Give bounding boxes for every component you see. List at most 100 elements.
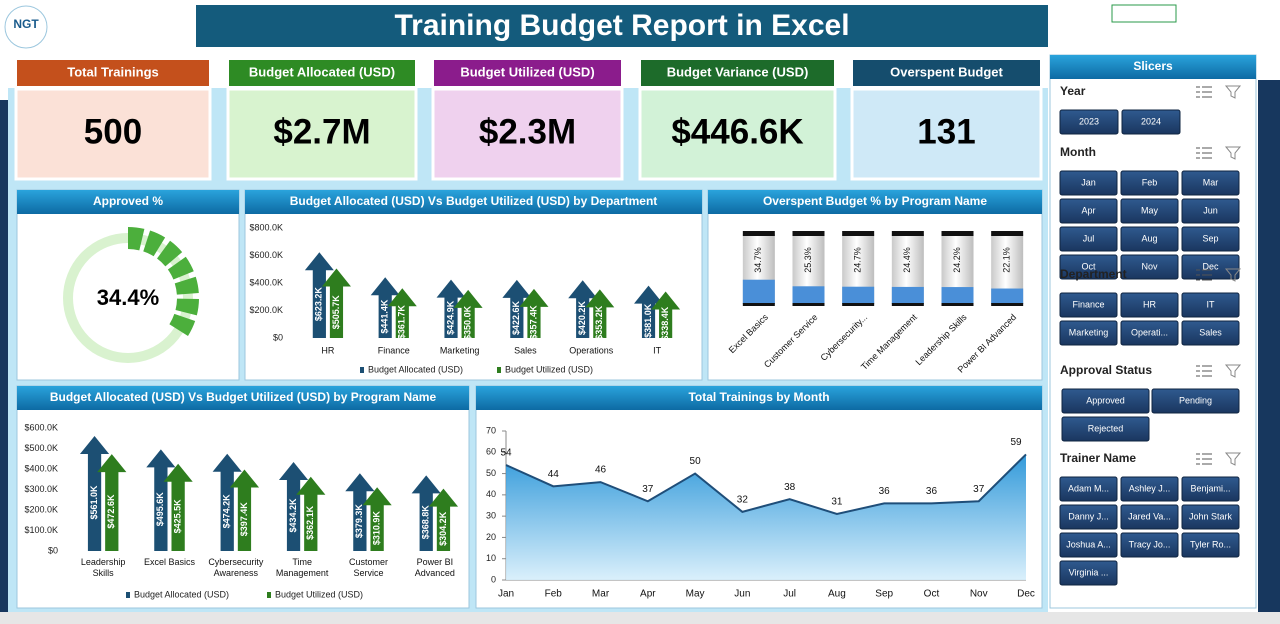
slicer-button-bg[interactable] [1120,254,1179,280]
slicer-button[interactable]: Aug [1120,226,1179,252]
slicer-button-label[interactable]: Marketing [1069,327,1109,337]
slicer-button[interactable]: Oct [1059,254,1118,280]
slicer-button[interactable]: Dec [1181,254,1240,280]
slicer-button-bg[interactable] [1059,560,1118,586]
multi-select-icon[interactable] [1196,147,1212,159]
clear-filter-icon[interactable] [1224,146,1242,160]
slicer-button-bg[interactable] [1059,532,1118,558]
multi-select-icon[interactable] [1196,269,1212,281]
slicer-button[interactable]: 2023 [1059,109,1119,135]
clear-filter-icon[interactable] [1224,85,1242,99]
slicer-button[interactable]: Rejected [1061,416,1150,442]
slicer-button[interactable]: Mar [1181,170,1240,196]
slicer-button-bg[interactable] [1120,170,1179,196]
slicer-button-label[interactable]: Tracy Jo... [1129,539,1171,549]
slicer-button-label[interactable]: Sep [1202,233,1218,243]
slicer-button-bg[interactable] [1181,320,1240,346]
slicer-button-label[interactable]: Aug [1141,233,1157,243]
slicer-button[interactable]: Danny J... [1059,504,1118,530]
clear-filter-icon[interactable] [1224,452,1242,466]
clear-filter-icon[interactable] [1224,268,1242,282]
slicer-button-label[interactable]: HR [1143,299,1156,309]
slicer-button-label[interactable]: Finance [1072,299,1104,309]
slicer-button-bg[interactable] [1120,198,1179,224]
multi-select-icon[interactable] [1196,365,1212,377]
slicer-button[interactable]: Finance [1059,292,1118,318]
slicer-button[interactable]: John Stark [1181,504,1240,530]
clear-filter-icon[interactable] [1224,364,1242,378]
slicer-button-label[interactable]: Jared Va... [1128,511,1171,521]
slicer-button-label[interactable]: Jun [1203,205,1218,215]
slicer-button[interactable]: Jared Va... [1120,504,1179,530]
slicer-button-bg[interactable] [1120,292,1179,318]
slicer-button-label[interactable]: Oct [1081,261,1096,271]
slicer-button-bg[interactable] [1120,476,1179,502]
slicer-button-label[interactable]: Ashley J... [1129,483,1171,493]
slicer-button-label[interactable]: Mar [1203,177,1219,187]
slicer-button-bg[interactable] [1181,476,1240,502]
slicer-button-label[interactable]: Jan [1081,177,1096,187]
multi-select-icon[interactable] [1196,453,1212,465]
slicer-button-bg[interactable] [1059,254,1118,280]
slicer-button[interactable]: Benjami... [1181,476,1240,502]
slicer-button-bg[interactable] [1181,226,1240,252]
slicer-button-bg[interactable] [1059,504,1118,530]
slicer-button-bg[interactable] [1121,109,1181,135]
slicer-button[interactable]: Pending [1151,388,1240,414]
slicer-button-label[interactable]: Jul [1083,233,1095,243]
slicer-button-label[interactable]: Pending [1179,395,1212,405]
slicer-button-label[interactable]: Dec [1202,261,1219,271]
slicer-button-bg[interactable] [1181,254,1240,280]
slicer-button-label[interactable]: Nov [1141,261,1158,271]
slicer-button-bg[interactable] [1181,504,1240,530]
slicer-button-label[interactable]: Adam M... [1068,483,1109,493]
slicer-button-bg[interactable] [1059,198,1118,224]
slicer-button-bg[interactable] [1120,226,1179,252]
slicer-button-label[interactable]: Sales [1199,327,1222,337]
slicer-button-label[interactable]: 2024 [1141,116,1161,126]
slicer-button[interactable]: Virginia ... [1059,560,1118,586]
slicer-button-label[interactable]: Apr [1081,205,1095,215]
slicer-button[interactable]: Sales [1181,320,1240,346]
slicer-button-bg[interactable] [1120,504,1179,530]
slicer-button-bg[interactable] [1061,416,1150,442]
slicer-button-bg[interactable] [1059,170,1118,196]
slicer-button-bg[interactable] [1181,292,1240,318]
slicer-button-bg[interactable] [1059,109,1119,135]
slicer-button-bg[interactable] [1181,170,1240,196]
slicer-button-label[interactable]: Operati... [1131,327,1168,337]
slicer-button[interactable]: IT [1181,292,1240,318]
slicer-button[interactable]: Adam M... [1059,476,1118,502]
slicer-button-label[interactable]: May [1141,205,1159,215]
slicer-button[interactable]: 2024 [1121,109,1181,135]
slicer-button[interactable]: Jan [1059,170,1118,196]
slicer-button-label[interactable]: Rejected [1088,423,1124,433]
slicer-button[interactable]: HR [1120,292,1179,318]
slicer-button-bg[interactable] [1151,388,1240,414]
slicer-button[interactable]: Apr [1059,198,1118,224]
slicer-button[interactable]: May [1120,198,1179,224]
slicer-button-label[interactable]: Danny J... [1068,511,1109,521]
slicer-button-label[interactable]: Joshua A... [1066,539,1111,549]
slicer-button-bg[interactable] [1059,292,1118,318]
slicer-button[interactable]: Joshua A... [1059,532,1118,558]
slicer-button-label[interactable]: IT [1207,299,1216,309]
slicer-button[interactable]: Jun [1181,198,1240,224]
slicer-button-bg[interactable] [1059,476,1118,502]
slicer-button[interactable]: Marketing [1059,320,1118,346]
slicer-button[interactable]: Tracy Jo... [1120,532,1179,558]
slicer-button[interactable]: Nov [1120,254,1179,280]
slicer-button[interactable]: Sep [1181,226,1240,252]
slicer-button-bg[interactable] [1120,320,1179,346]
slicer-button[interactable]: Tyler Ro... [1181,532,1240,558]
slicer-button-bg[interactable] [1061,388,1150,414]
slicer-button-bg[interactable] [1120,532,1179,558]
slicer-button-label[interactable]: Tyler Ro... [1190,539,1231,549]
slicer-button[interactable]: Operati... [1120,320,1179,346]
multi-select-icon[interactable] [1196,86,1212,98]
slicer-button-label[interactable]: Virginia ... [1069,567,1109,577]
slicer-button[interactable]: Jul [1059,226,1118,252]
slicer-button-bg[interactable] [1181,532,1240,558]
slicer-button-bg[interactable] [1059,226,1118,252]
slicer-button-label[interactable]: Approved [1086,395,1125,405]
